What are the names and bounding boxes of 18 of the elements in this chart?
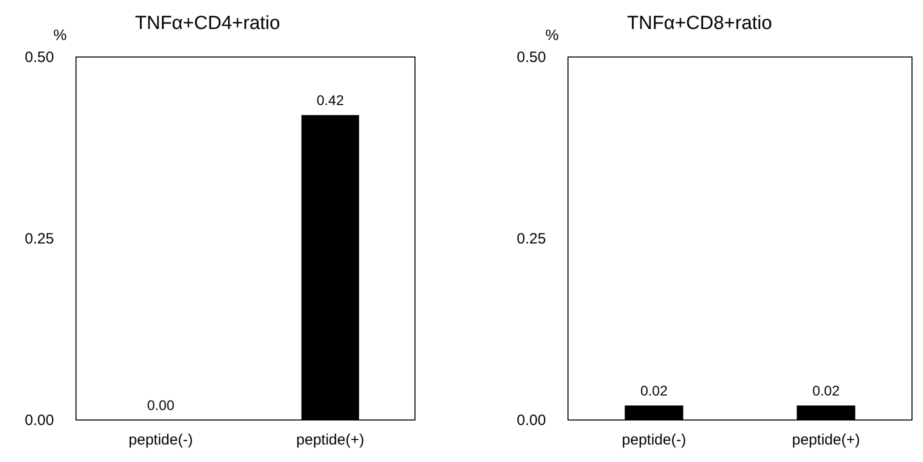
y-tick-label: 0.00 [24, 412, 54, 429]
data-label: 0.02 [812, 382, 840, 398]
x-tick-label: peptide(-) [622, 432, 686, 449]
y-tick-label: 0.50 [24, 48, 54, 66]
chart-title: TNFα+CD4+ratio [135, 13, 280, 34]
y-tick-label: 0.50 [516, 48, 546, 66]
y-tick-label: 0.25 [516, 230, 546, 248]
data-label: 0.00 [147, 397, 175, 413]
y-tick-label: 0.25 [24, 230, 54, 248]
y-axis-title: % [545, 27, 559, 44]
data-label: 0.42 [316, 92, 344, 108]
y-tick-label: 0.00 [516, 412, 546, 429]
x-tick-label: peptide(+) [296, 432, 364, 449]
y-axis-title: % [53, 27, 67, 44]
x-tick-label: peptide(+) [792, 432, 860, 449]
x-tick-label: peptide(-) [128, 432, 193, 449]
chart-title: TNFα+CD8+ratio [627, 13, 772, 34]
data-label: 0.02 [640, 382, 668, 398]
